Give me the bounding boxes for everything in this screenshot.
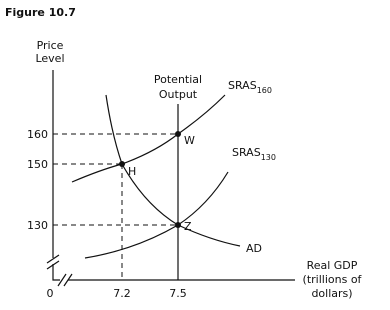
sras160-curve: [71, 94, 226, 183]
curve-subscript: 160: [257, 86, 272, 95]
curve-label: AD: [246, 242, 262, 255]
figure-title: Figure 10.7: [5, 6, 76, 19]
point-z: [175, 222, 181, 228]
y-axis-label: Price: [37, 39, 64, 52]
curve-label: SRAS130: [232, 146, 276, 162]
x-tick-label: 7.2: [113, 287, 131, 300]
ad-curve: [105, 94, 241, 247]
curve-subscript: 130: [261, 153, 276, 162]
curve-label: SRAS160: [228, 79, 272, 95]
sras130-curve: [84, 171, 229, 259]
point-w: [175, 131, 181, 137]
curve-name: SRAS: [232, 146, 261, 159]
guide-lines: [53, 133, 178, 280]
x-tick-label: 7.5: [169, 287, 187, 300]
x-axis-label: dollars): [311, 287, 352, 300]
point-label: W: [184, 134, 195, 147]
y-tick-label: 160: [27, 128, 48, 141]
x-tick-label: 0: [47, 287, 54, 300]
y-tick-label: 130: [27, 219, 48, 232]
y-axis-label: Level: [35, 52, 64, 65]
curve-name: SRAS: [228, 79, 257, 92]
axis-breaks: [46, 254, 73, 287]
point-label: H: [128, 165, 136, 178]
x-axis-label: (trillions of: [303, 273, 363, 286]
point-label: Z: [184, 220, 192, 233]
x-axis-label: Real GDP: [307, 259, 358, 272]
point-h: [119, 161, 125, 167]
potential-output-label: Potential: [154, 73, 202, 86]
y-tick-label: 150: [27, 158, 48, 171]
potential-output-label: Output: [159, 88, 198, 101]
